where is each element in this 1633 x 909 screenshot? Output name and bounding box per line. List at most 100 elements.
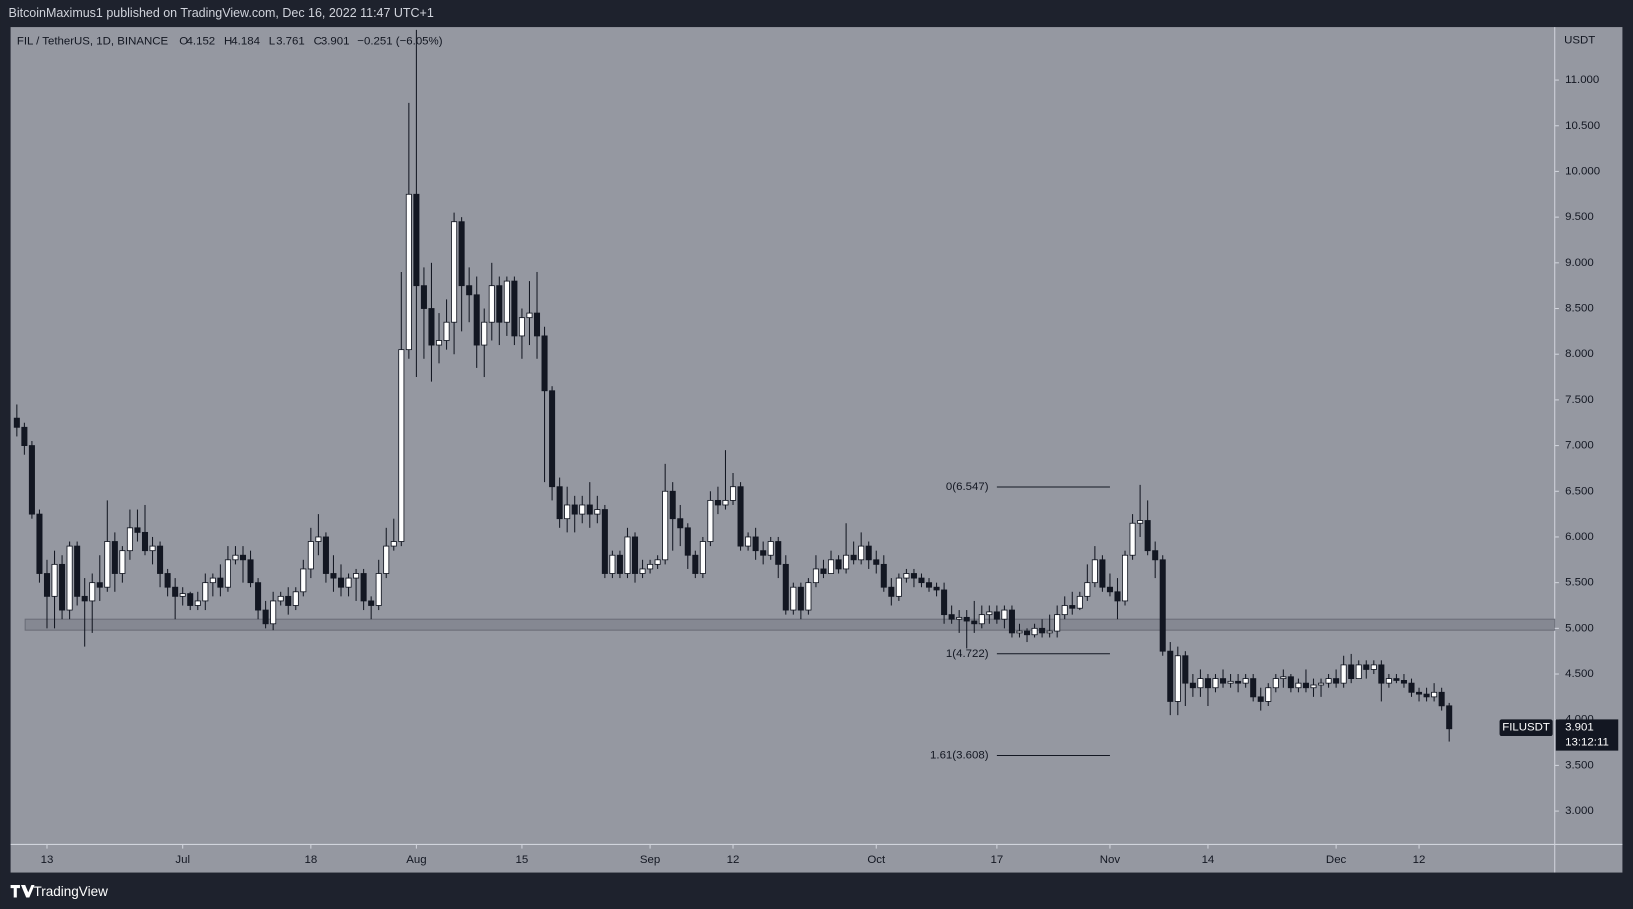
candle-body [586, 504, 593, 515]
candle-body [1295, 682, 1302, 689]
currency: USDT [1564, 35, 1595, 47]
candle-body [51, 563, 58, 597]
candle-body [345, 577, 352, 588]
y-tick-label: 7.000 [1565, 440, 1594, 452]
ohlc-letter: O [179, 36, 188, 48]
ohlc-value: 3.761 [276, 36, 305, 48]
candle-body [767, 541, 774, 556]
y-tick-label: 3.500 [1565, 759, 1594, 771]
candle-body [1370, 664, 1377, 670]
candle-body [541, 335, 548, 392]
candle-body [601, 509, 608, 574]
candle-body [285, 595, 292, 606]
fib-label: 1.61(3.608) [930, 750, 989, 762]
candle-body [647, 563, 654, 570]
candle-body [1189, 682, 1196, 689]
y-tick-label: 6.500 [1565, 485, 1594, 497]
candle-body [1182, 655, 1189, 684]
candle-body [835, 559, 842, 570]
candle-body [1257, 696, 1264, 702]
fib-label: 1(4.722) [946, 648, 989, 660]
candle-body [330, 573, 337, 579]
candle-body [1408, 682, 1415, 693]
x-tick-label: 13 [41, 854, 54, 866]
candle-body [1423, 693, 1430, 698]
candle-body [458, 221, 465, 287]
support-zone [24, 618, 1556, 631]
y-tick-label: 9.500 [1565, 211, 1594, 223]
candle-body [1400, 680, 1407, 684]
y-tick-label: 8.500 [1565, 303, 1594, 315]
candle-body [933, 586, 940, 591]
candle-body [941, 589, 948, 616]
candle-body [579, 504, 586, 515]
candle-body [141, 531, 149, 552]
candle-body [662, 490, 669, 561]
candle-body [1152, 550, 1159, 561]
y-tick-label: 6.000 [1565, 531, 1594, 543]
candle-body [971, 620, 978, 625]
candle-body [594, 509, 601, 515]
candle-body [1167, 650, 1174, 702]
candle-body [526, 312, 533, 319]
x-tick-label: Aug [406, 854, 426, 866]
candle-body [81, 595, 88, 602]
candle-body [172, 586, 179, 597]
candle-body [631, 536, 639, 574]
candle-body [368, 600, 375, 606]
y-tick-label: 11.000 [1565, 74, 1599, 86]
candle-body [496, 285, 503, 323]
candle-body [1325, 678, 1332, 684]
ohlc-letter: L [269, 36, 275, 48]
candle-body [729, 486, 737, 501]
price-box [1555, 719, 1619, 751]
candle-body [43, 573, 51, 597]
candle-body [164, 573, 171, 588]
brand-name: TradingView [33, 884, 108, 899]
candle-body [1076, 595, 1083, 609]
candle-body [1137, 520, 1144, 524]
candle-body [699, 541, 706, 574]
fib-label: 0(6.547) [946, 481, 989, 493]
candle-body [1106, 586, 1113, 593]
candle-body [850, 554, 857, 561]
candle-body [337, 577, 345, 588]
candle-body [1446, 705, 1453, 730]
symbol-info: FIL / TetherUS, 1D, BINANCE [17, 36, 169, 48]
candle-body [1310, 684, 1317, 689]
candle-body [481, 321, 488, 346]
x-tick-label: Jul [175, 854, 190, 866]
candle-body [926, 582, 933, 588]
candle-body [1431, 691, 1438, 698]
candle-body [820, 568, 827, 574]
candle-body [903, 573, 910, 579]
x-tick-label: 14 [1202, 854, 1215, 866]
candle-body [956, 616, 963, 620]
x-tick-label: 12 [727, 854, 740, 866]
x-tick-label: 15 [516, 854, 529, 866]
candle-body [1318, 682, 1325, 686]
candle-body [1355, 664, 1362, 680]
candle-body [1212, 678, 1219, 689]
candle-body [262, 609, 269, 625]
ohlc-letter: C [314, 36, 322, 48]
candle-body [398, 349, 405, 542]
y-tick-label: 3.000 [1565, 805, 1594, 817]
x-tick-label: 12 [1413, 854, 1426, 866]
candle-body [722, 499, 729, 506]
candle-body [96, 582, 103, 588]
candle-body [300, 568, 307, 593]
candle-body [360, 573, 367, 602]
candle-body [149, 545, 156, 552]
candle-body [1114, 591, 1121, 602]
last-price: 3.901 [1565, 722, 1594, 734]
candle-body [873, 559, 880, 565]
candle-body [1197, 678, 1204, 689]
y-tick-label: 4.500 [1565, 668, 1594, 680]
candle-body [1393, 678, 1400, 681]
y-tick-label: 8.000 [1565, 348, 1594, 360]
candle-body [255, 582, 262, 611]
candle-body [888, 586, 895, 597]
candle-body [1054, 614, 1061, 632]
candle-body [1272, 678, 1279, 689]
